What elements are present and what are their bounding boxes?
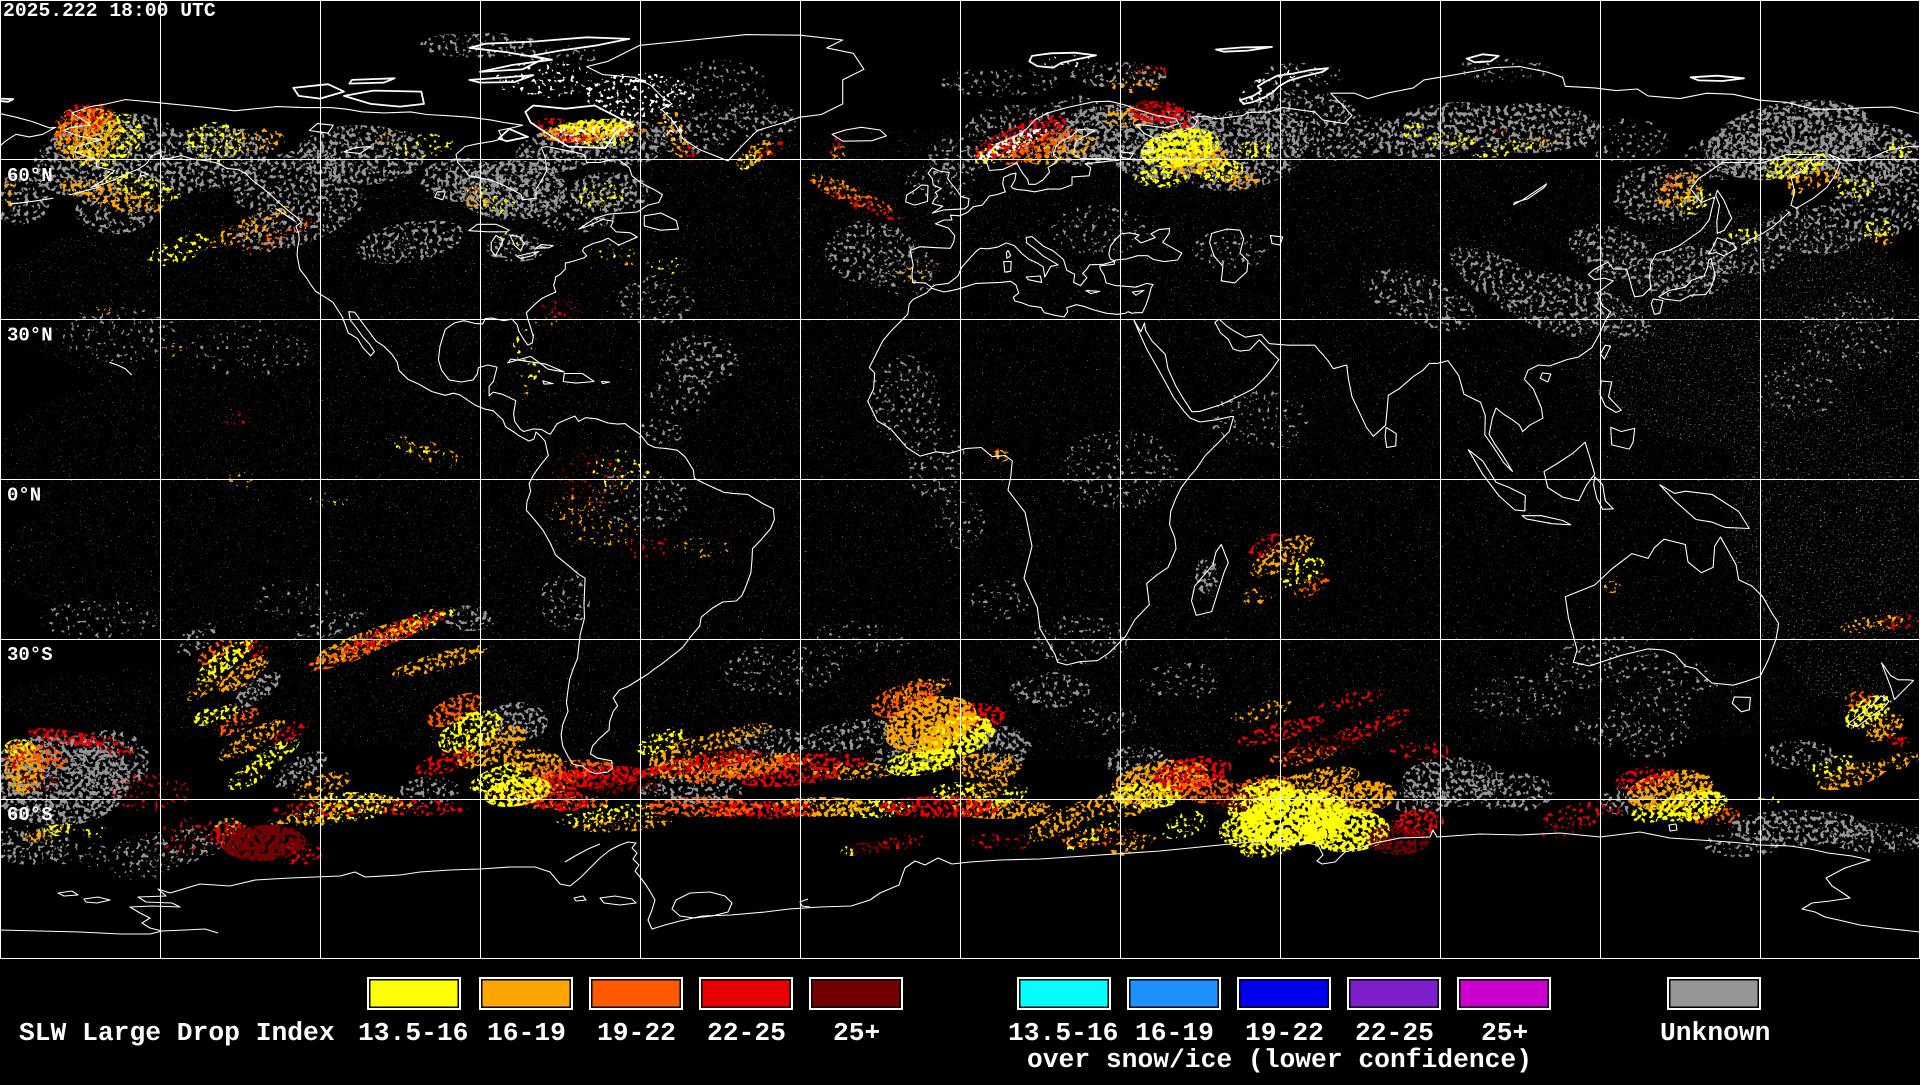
svg-text:SLW Large Drop Index: SLW Large Drop Index [19,1018,335,1048]
svg-text:19-22: 19-22 [597,1018,676,1048]
svg-text:25+: 25+ [1481,1018,1528,1048]
svg-text:60°S: 60°S [7,804,53,826]
svg-text:30°S: 30°S [7,644,53,666]
svg-text:22-25: 22-25 [1355,1018,1434,1048]
svg-text:13.5-16: 13.5-16 [1008,1018,1118,1048]
svg-text:25+: 25+ [833,1018,880,1048]
svg-text:2025.222 18:00 UTC: 2025.222 18:00 UTC [3,0,216,22]
svg-text:13.5-16: 13.5-16 [358,1018,468,1048]
svg-text:16-19: 16-19 [487,1018,566,1048]
svg-text:over snow/ice (lower confidenc: over snow/ice (lower confidence) [1027,1045,1532,1075]
svg-text:19-22: 19-22 [1245,1018,1324,1048]
svg-text:22-25: 22-25 [707,1018,786,1048]
svg-text:60°N: 60°N [7,165,53,187]
svg-text:16-19: 16-19 [1135,1018,1214,1048]
svg-text:0°N: 0°N [7,485,41,507]
svg-text:30°N: 30°N [7,325,53,347]
svg-text:Unknown: Unknown [1660,1018,1770,1048]
